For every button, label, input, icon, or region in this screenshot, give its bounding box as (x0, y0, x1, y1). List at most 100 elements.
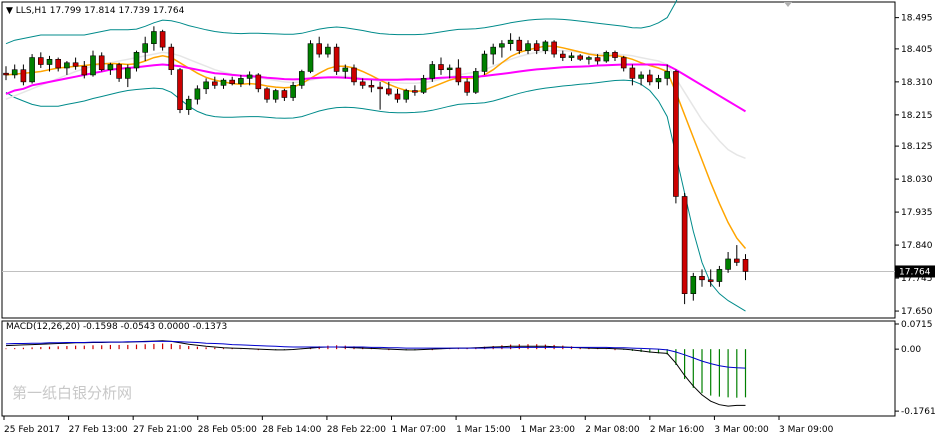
candle (525, 40, 531, 55)
candle-body-down (412, 90, 418, 93)
price-tick-label: 17.745 (901, 274, 933, 284)
time-tick-label: 1 Mar 23:00 (521, 425, 576, 435)
candle-body-up (133, 52, 140, 69)
candle (420, 74, 427, 95)
candle (394, 88, 401, 103)
candle-body-up (638, 74, 644, 79)
candle-body-up (472, 71, 479, 93)
candle (716, 265, 723, 287)
candle-body-down (81, 65, 88, 76)
candle (133, 50, 140, 72)
candle-body-down (168, 46, 175, 71)
price-tick-label: 18.125 (901, 142, 933, 152)
symbol-label: ▼ LLS,H1 17.799 17.814 17.739 17.764 (6, 6, 185, 16)
candle-body-down (212, 81, 218, 86)
candle-body-up (238, 78, 244, 84)
time-tick-label: 3 Mar 09:00 (779, 425, 834, 435)
candle-body-up (142, 43, 148, 53)
candle (272, 88, 279, 103)
time-tick-label: 1 Mar 15:00 (456, 425, 511, 435)
candle-body-down (612, 52, 618, 58)
candle (646, 69, 653, 86)
candle (516, 36, 523, 55)
candle (464, 78, 470, 96)
price-pane (1, 0, 896, 319)
candle (37, 52, 44, 68)
candle-body-down (55, 58, 62, 69)
candle-body-up (446, 67, 453, 71)
candle (3, 66, 9, 81)
candle (690, 272, 697, 301)
candle (298, 69, 305, 89)
candle-body-up (298, 71, 305, 86)
candle-body-up (125, 67, 131, 79)
candle (46, 55, 53, 72)
time-tick-label: 28 Feb 05:00 (198, 425, 257, 435)
price-tick-label: 17.935 (901, 208, 933, 218)
candle (151, 26, 157, 51)
candle-body-up (481, 53, 488, 72)
candle (185, 95, 192, 115)
time-tick-label: 3 Mar 00:00 (714, 425, 769, 435)
price-tick-label: 18.215 (901, 111, 933, 121)
candle-body-down (455, 67, 462, 83)
price-tick-label: 18.405 (901, 45, 933, 55)
candle (281, 88, 288, 101)
candle-body-down (394, 93, 401, 100)
candle-body-down (368, 85, 375, 88)
candle-body-up (725, 258, 731, 270)
candle (212, 76, 218, 89)
candle-body-up (272, 90, 279, 100)
candle-body-down (229, 79, 235, 84)
candle (733, 245, 740, 266)
candle-body-down (733, 258, 740, 263)
candle (542, 40, 549, 55)
price-tick-label: 17.840 (901, 241, 933, 251)
candle (699, 269, 705, 287)
candle-body-up (290, 85, 296, 98)
time-tick-label: 1 Mar 07:00 (392, 425, 447, 435)
candle-body-down (333, 46, 340, 72)
macd-pane (1, 320, 896, 417)
time-tick-label: 28 Feb 22:00 (327, 425, 386, 435)
candle-body-down (438, 64, 444, 71)
candle (325, 43, 331, 58)
candle-body-up (429, 64, 436, 79)
candle (742, 254, 749, 281)
candle-body-up (151, 31, 157, 44)
candle (507, 33, 514, 51)
candle-body-up (525, 43, 531, 51)
candle-body-down (98, 55, 105, 71)
candle (673, 69, 679, 204)
candle-body-up (603, 52, 610, 62)
time-tick-label: 25 Feb 2017 (4, 425, 60, 435)
candle (594, 54, 601, 65)
chart-shift-marker-icon[interactable] (784, 2, 792, 7)
candle (203, 78, 209, 95)
price-tick-label: 17.650 (901, 307, 933, 317)
candle (377, 81, 383, 110)
candle (220, 78, 227, 89)
macd-tick-label: 0.00 (901, 345, 921, 355)
candle (168, 43, 175, 75)
candle-body-down (316, 43, 323, 55)
candle-body-down (707, 279, 714, 282)
time-tick-label: 2 Mar 08:00 (585, 425, 640, 435)
dropdown-triangle-icon: ▼ (6, 6, 16, 16)
candle (664, 64, 671, 86)
candle-body-down (385, 88, 392, 95)
candle-body-down (620, 57, 627, 69)
candle (20, 64, 27, 86)
candle (577, 54, 584, 62)
macd-tick-label: 0.0715 (901, 320, 933, 330)
candle-body-down (577, 55, 584, 60)
candle (481, 50, 488, 75)
candle (612, 50, 618, 62)
candle (455, 59, 462, 86)
candle-body-down (629, 67, 636, 79)
candle-body-down (646, 74, 653, 83)
candle-body-up (568, 55, 575, 58)
candle (403, 88, 410, 103)
candle (307, 40, 314, 74)
candle (177, 67, 183, 114)
